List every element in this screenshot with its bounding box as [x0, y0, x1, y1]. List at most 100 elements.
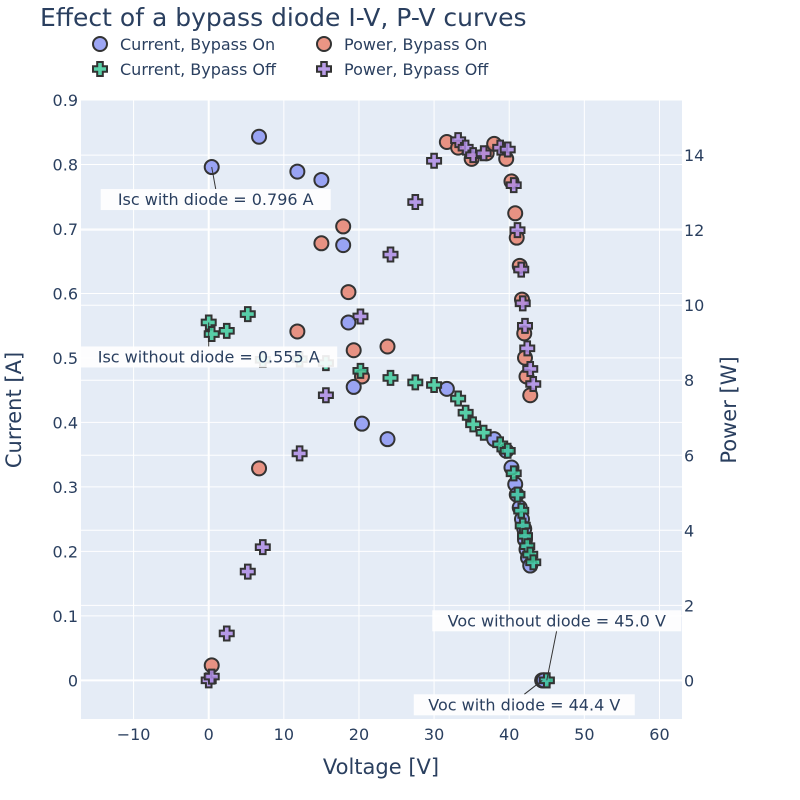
- data-point-current-cross: [450, 390, 467, 407]
- data-point-power-cross: [317, 387, 334, 404]
- x-tick-label: 60: [649, 725, 669, 744]
- legend-item[interactable]: Power, Bypass Off: [316, 60, 489, 79]
- data-point-current-cross: [239, 306, 256, 323]
- legend-label: Power, Bypass On: [344, 35, 487, 54]
- y-tick-label: 0: [68, 671, 78, 690]
- data-point-power-cross: [407, 194, 424, 211]
- data-point-power-cross: [203, 668, 220, 685]
- data-point-power-cross: [525, 375, 542, 392]
- x-tick-label: 50: [574, 725, 594, 744]
- annotation: Isc without diode = 0.555 A: [80, 322, 338, 368]
- data-point-power-circle: [345, 342, 362, 359]
- annotation-label: Voc with diode = 44.4 V: [428, 695, 620, 714]
- annotation-label: Isc without diode = 0.555 A: [98, 347, 320, 366]
- annotation: Voc with diode = 44.4 V: [413, 679, 635, 716]
- data-point-power-cross: [291, 445, 308, 462]
- annotation-label: Voc without diode = 45.0 V: [448, 611, 666, 630]
- data-point-current-cross: [538, 672, 555, 689]
- y-tick-label: 0.8: [53, 155, 78, 174]
- data-point-current-cross: [475, 424, 492, 441]
- y2-tick-label: 2: [684, 596, 694, 615]
- data-point-current-circle: [289, 163, 306, 180]
- data-point-power-circle: [379, 338, 396, 355]
- data-point-current-cross: [426, 376, 443, 393]
- data-point-power-cross: [509, 222, 526, 239]
- data-point-power-circle: [251, 460, 268, 477]
- series-4: [200, 132, 555, 689]
- annotation-arrow: [211, 166, 217, 190]
- annotation-layer: Isc with diode = 0.796 A Isc without diod…: [80, 166, 682, 716]
- data-point-power-cross: [475, 145, 492, 162]
- data-point-power-cross: [505, 177, 522, 194]
- data-point-power-cross: [513, 261, 530, 278]
- data-point-current-cross: [382, 369, 399, 386]
- data-point-current-cross: [203, 326, 220, 343]
- data-point-current-circle: [313, 171, 330, 188]
- data-point-power-circle: [340, 284, 357, 301]
- data-point-power-cross: [522, 360, 539, 377]
- y-tick-label: 0.2: [53, 542, 78, 561]
- legend-label: Current, Bypass Off: [120, 60, 277, 79]
- y2-tick-label: 4: [684, 521, 694, 540]
- data-point-power-cross: [499, 141, 516, 158]
- data-point-current-cross: [218, 322, 235, 339]
- data-point-current-cross: [499, 442, 516, 459]
- legend-marker: [316, 61, 332, 77]
- data-point-power-cross: [516, 317, 533, 334]
- annotation-box: [100, 189, 331, 211]
- legend-item[interactable]: Current, Bypass Off: [92, 60, 277, 79]
- legend-marker: [316, 36, 332, 52]
- data-point-power-cross: [352, 308, 369, 325]
- y-tick-label: 0.5: [53, 349, 78, 368]
- x-tick-label: 20: [349, 725, 369, 744]
- y2-axis-title: Power [W]: [717, 356, 741, 463]
- data-point-current-cross: [457, 404, 474, 421]
- legend-item[interactable]: Power, Bypass On: [316, 35, 487, 54]
- tick-layer: −10 0 10 20 30 40 50 6000.10.20.30.40.50.60.70.…: [53, 91, 705, 744]
- data-point-current-circle: [438, 380, 455, 397]
- x-tick-label: 10: [274, 725, 294, 744]
- annotation: Isc with diode = 0.796 A: [100, 166, 331, 211]
- data-point-current-circle: [335, 237, 352, 254]
- y2-tick-label: 12: [684, 221, 704, 240]
- chart-title: Effect of a bypass diode I-V, P-V curves: [40, 3, 527, 32]
- data-point-power-cross: [514, 295, 531, 312]
- y-tick-label: 0.4: [53, 413, 78, 432]
- data-point-current-cross: [505, 465, 522, 482]
- y-tick-label: 0.9: [53, 91, 78, 110]
- data-point-current-circle: [251, 128, 268, 145]
- data-point-power-circle: [289, 323, 306, 340]
- y2-tick-label: 8: [684, 371, 694, 390]
- x-tick-label: 40: [499, 725, 519, 744]
- annotation-arrow: [523, 679, 543, 695]
- y2-tick-label: 14: [684, 146, 704, 165]
- data-point-current-circle: [353, 415, 370, 432]
- y-tick-label: 0.7: [53, 220, 78, 239]
- data-point-current-circle: [379, 431, 396, 448]
- y2-tick-label: 10: [684, 296, 704, 315]
- data-point-current-cross: [352, 362, 369, 379]
- annotation-box: [80, 346, 338, 368]
- data-point-power-cross: [519, 340, 536, 357]
- y-tick-label: 0.3: [53, 478, 78, 497]
- data-point-power-cross: [239, 563, 256, 580]
- annotation-arrow: [546, 630, 558, 681]
- y-axis-title: Current [A]: [2, 352, 26, 468]
- data-point-power-circle: [335, 218, 352, 235]
- data-point-current-circle: [345, 378, 362, 395]
- legend-item[interactable]: Current, Bypass On: [92, 35, 275, 54]
- data-point-current-cross: [525, 554, 542, 571]
- data-point-power-cross: [254, 539, 271, 556]
- legend-label: Current, Bypass On: [120, 35, 275, 54]
- y2-tick-label: 0: [684, 671, 694, 690]
- y-tick-label: 0.1: [53, 607, 78, 626]
- legend: Current, Bypass On Power, Bypass On Curren…: [92, 35, 489, 79]
- x-tick-label: 30: [424, 725, 444, 744]
- annotation-label: Isc with diode = 0.796 A: [118, 190, 314, 209]
- legend-marker: [92, 61, 108, 77]
- annotation-box: [432, 610, 682, 632]
- y-tick-label: 0.6: [53, 284, 78, 303]
- y2-tick-label: 6: [684, 446, 694, 465]
